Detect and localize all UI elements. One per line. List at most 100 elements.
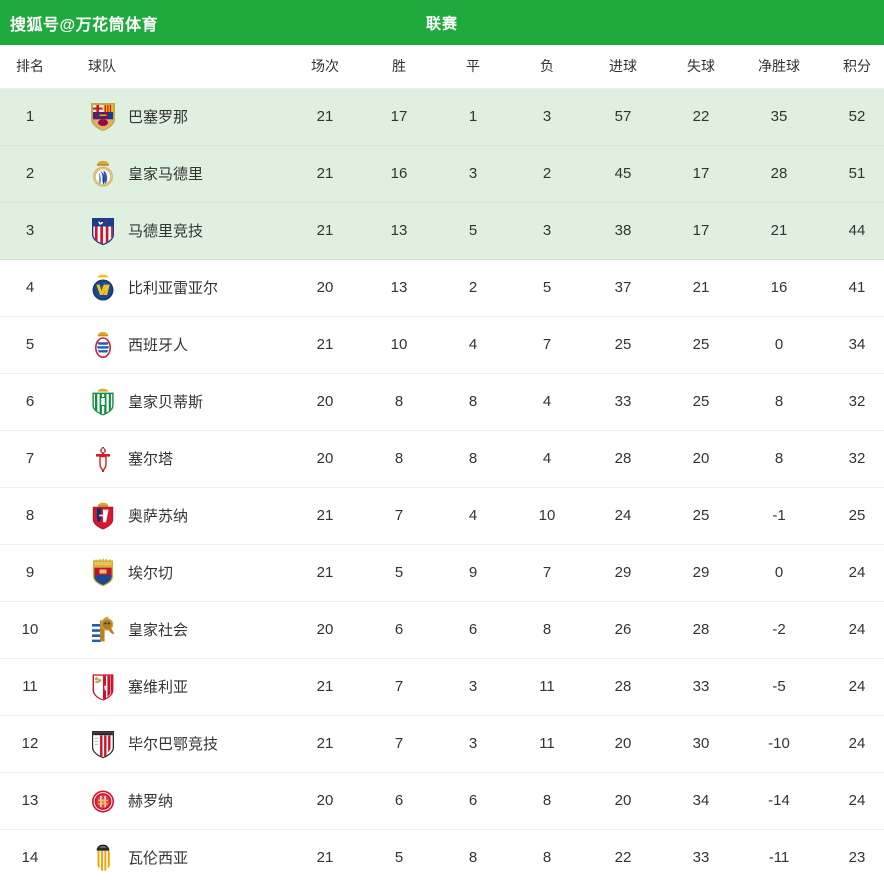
valencia-crest-icon [88, 842, 118, 874]
goals-against-cell: 25 [662, 487, 740, 545]
points-cell: 24 [818, 772, 884, 830]
goals-for-cell: 37 [584, 259, 662, 317]
rank-cell: 10 [0, 601, 60, 659]
goals-for-cell: 45 [584, 145, 662, 203]
won-cell: 13 [362, 259, 436, 317]
team-cell[interactable]: 毕尔巴鄂竞技 [60, 715, 288, 773]
played-cell: 20 [288, 772, 362, 830]
team-name: 皇家社会 [128, 622, 189, 639]
team-cell[interactable]: 马德里竞技 [60, 202, 288, 260]
points-cell: 24 [818, 658, 884, 716]
team-cell-content: 埃尔切 [88, 557, 288, 589]
team-cell[interactable]: 比利亚雷亚尔 [60, 259, 288, 317]
table-row[interactable]: 6 皇家贝蒂斯 20 8 8 4 33 25 8 32 [0, 373, 884, 431]
won-cell: 8 [362, 430, 436, 488]
rank-cell: 2 [0, 145, 60, 203]
espanyol-crest-icon [88, 329, 118, 361]
column-header-rank[interactable]: 排名 [0, 45, 60, 89]
column-header-goals-against[interactable]: 失球 [662, 45, 740, 89]
goals-for-cell: 38 [584, 202, 662, 260]
won-cell: 5 [362, 544, 436, 602]
table-row[interactable]: 11 塞维利亚 21 7 3 11 28 33 -5 24 [0, 658, 884, 716]
real-sociedad-crest-icon [88, 614, 118, 646]
goals-for-cell: 22 [584, 829, 662, 884]
rank-cell: 5 [0, 316, 60, 374]
column-header-won[interactable]: 胜 [362, 45, 436, 89]
column-header-goal-diff[interactable]: 净胜球 [740, 45, 818, 89]
team-cell-content: 塞维利亚 [88, 671, 288, 703]
table-header: 排名 球队 场次 胜 平 负 进球 失球 净胜球 积分 [0, 45, 884, 89]
goal-diff-cell: 35 [740, 88, 818, 146]
villarreal-crest-icon [88, 272, 118, 304]
played-cell: 21 [288, 88, 362, 146]
team-name: 西班牙人 [128, 337, 189, 354]
team-name: 塞维利亚 [128, 679, 189, 696]
lost-cell: 4 [510, 430, 584, 488]
points-cell: 32 [818, 373, 884, 431]
lost-cell: 7 [510, 544, 584, 602]
column-header-played[interactable]: 场次 [288, 45, 362, 89]
goal-diff-cell: 8 [740, 373, 818, 431]
won-cell: 6 [362, 772, 436, 830]
rank-cell: 7 [0, 430, 60, 488]
team-cell[interactable]: 奥萨苏纳 [60, 487, 288, 545]
column-header-lost[interactable]: 负 [510, 45, 584, 89]
table-row[interactable]: 4 比利亚雷亚尔 20 13 2 5 37 21 16 41 [0, 259, 884, 317]
team-cell[interactable]: 西班牙人 [60, 316, 288, 374]
team-cell[interactable]: 塞尔塔 [60, 430, 288, 488]
team-cell[interactable]: 瓦伦西亚 [60, 829, 288, 884]
goal-diff-cell: 28 [740, 145, 818, 203]
table-row[interactable]: 13 赫罗纳 20 6 6 8 20 34 -14 24 [0, 772, 884, 830]
team-cell[interactable]: 巴塞罗那 [60, 88, 288, 146]
team-cell-content: 比利亚雷亚尔 [88, 272, 288, 304]
team-cell[interactable]: 赫罗纳 [60, 772, 288, 830]
goals-against-cell: 30 [662, 715, 740, 773]
won-cell: 17 [362, 88, 436, 146]
table-row[interactable]: 7 塞尔塔 20 8 8 4 28 20 8 32 [0, 430, 884, 488]
points-cell: 34 [818, 316, 884, 374]
points-cell: 32 [818, 430, 884, 488]
team-cell-content: 瓦伦西亚 [88, 842, 288, 874]
team-cell[interactable]: 皇家社会 [60, 601, 288, 659]
column-header-drawn[interactable]: 平 [436, 45, 510, 89]
table-row[interactable]: 5 西班牙人 21 10 4 7 25 25 0 34 [0, 316, 884, 374]
goal-diff-cell: 8 [740, 430, 818, 488]
goals-against-cell: 25 [662, 373, 740, 431]
team-name: 马德里竞技 [128, 223, 204, 240]
table-row[interactable]: 14 瓦伦西亚 21 5 8 8 22 33 -11 23 [0, 829, 884, 884]
column-header-goals-for[interactable]: 进球 [584, 45, 662, 89]
lost-cell: 11 [510, 715, 584, 773]
won-cell: 5 [362, 829, 436, 884]
team-cell-content: 西班牙人 [88, 329, 288, 361]
lost-cell: 4 [510, 373, 584, 431]
team-cell-content: 奥萨苏纳 [88, 500, 288, 532]
page-title: 联赛 [425, 15, 458, 32]
lost-cell: 11 [510, 658, 584, 716]
table-row[interactable]: 1 巴塞罗那 21 17 1 3 57 22 35 52 [0, 88, 884, 146]
points-cell: 24 [818, 544, 884, 602]
team-cell[interactable]: 皇家贝蒂斯 [60, 373, 288, 431]
goals-for-cell: 28 [584, 430, 662, 488]
team-cell-content: 马德里竞技 [88, 215, 288, 247]
team-cell[interactable]: 塞维利亚 [60, 658, 288, 716]
column-header-team[interactable]: 球队 [60, 45, 288, 89]
table-row[interactable]: 10 皇家社会 20 6 6 8 26 28 -2 24 [0, 601, 884, 659]
team-cell-content: 巴塞罗那 [88, 101, 288, 133]
won-cell: 7 [362, 715, 436, 773]
betis-crest-icon [88, 386, 118, 418]
team-cell[interactable]: 埃尔切 [60, 544, 288, 602]
drawn-cell: 4 [436, 487, 510, 545]
drawn-cell: 8 [436, 430, 510, 488]
drawn-cell: 6 [436, 601, 510, 659]
table-row[interactable]: 8 奥萨苏纳 21 7 4 10 24 25 -1 25 [0, 487, 884, 545]
table-row[interactable]: 9 埃尔切 21 5 9 7 29 29 0 24 [0, 544, 884, 602]
table-row[interactable]: 12 毕尔巴鄂竞技 21 7 3 11 20 30 -10 24 [0, 715, 884, 773]
goals-for-cell: 25 [584, 316, 662, 374]
team-name: 毕尔巴鄂竞技 [128, 736, 219, 753]
table-row[interactable]: 3 马德里竞技 21 13 5 3 38 17 21 44 [0, 202, 884, 260]
column-header-points[interactable]: 积分 [818, 45, 884, 89]
played-cell: 21 [288, 658, 362, 716]
team-cell[interactable]: 皇家马德里 [60, 145, 288, 203]
goals-for-cell: 20 [584, 772, 662, 830]
table-row[interactable]: 2 皇家马德里 21 16 3 2 45 17 28 51 [0, 145, 884, 203]
